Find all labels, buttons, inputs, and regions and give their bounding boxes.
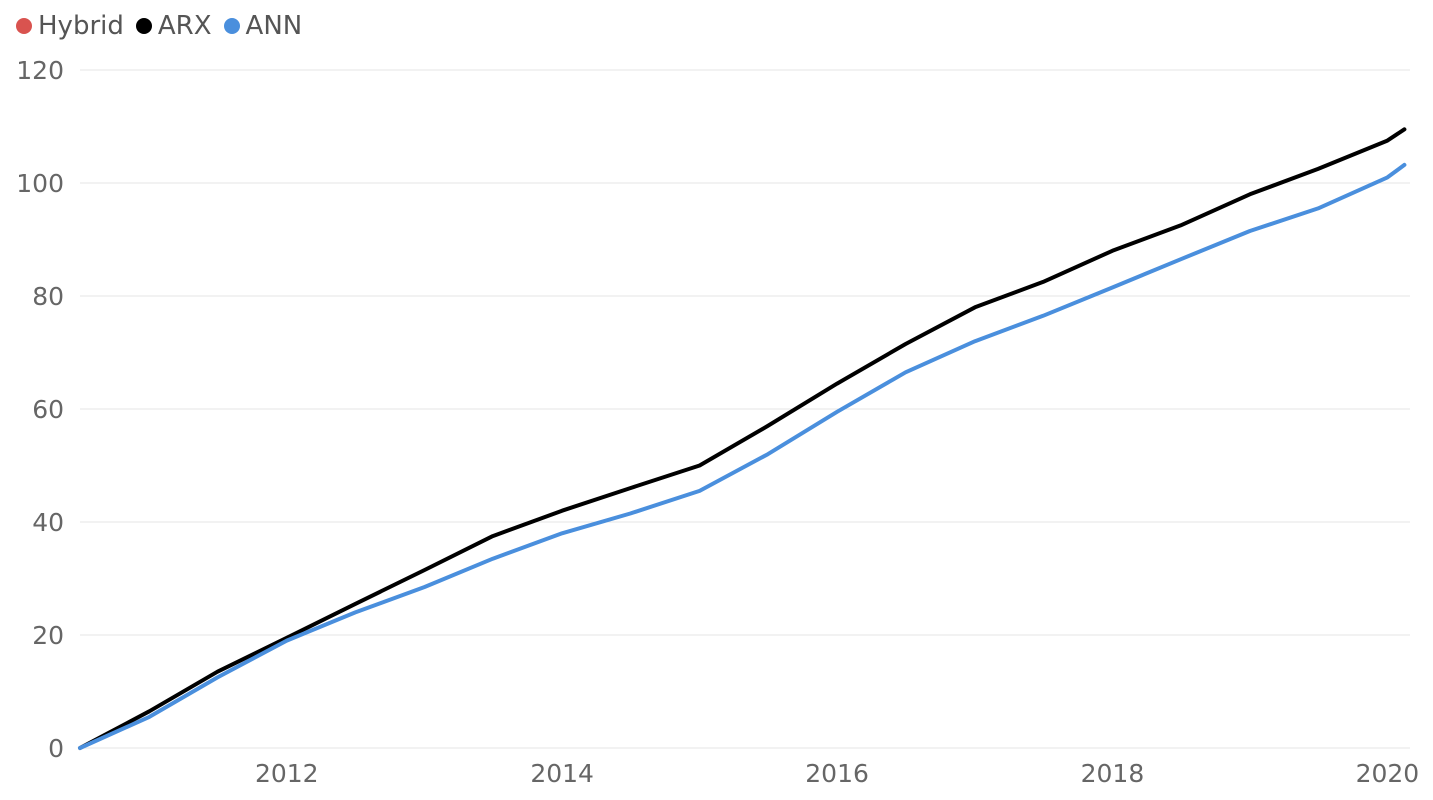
legend-label-ann: ANN [245,11,303,41]
y-tick-label-100: 100 [16,169,64,198]
legend-label-hybrid: Hybrid [38,11,124,41]
x-tick-label-2016: 2016 [805,759,869,788]
x-tick-label-2020: 2020 [1356,759,1420,788]
legend-item-arx[interactable]: ARX [135,11,212,41]
y-tick-label-40: 40 [32,508,64,537]
y-tick-label-0: 0 [48,734,64,763]
legend-item-hybrid[interactable]: Hybrid [16,11,124,41]
legend: Hybrid ARX ANN [16,8,302,44]
y-tick-label-60: 60 [32,395,64,424]
series-line-arx [78,127,1407,750]
x-tick-label-2014: 2014 [530,759,594,788]
y-tick-label-80: 80 [32,282,64,311]
legend-marker-hybrid [16,18,32,34]
legend-marker-ann [223,18,240,34]
legend-item-ann[interactable]: ANN [223,11,303,41]
legend-label-arx: ARX [157,11,212,41]
y-tick-label-20: 20 [32,621,64,650]
x-tick-label-2018: 2018 [1081,759,1145,788]
legend-marker-arx [135,18,152,34]
series-line-ann [78,162,1407,750]
x-tick-label-2012: 2012 [255,759,319,788]
y-tick-label-120: 120 [16,56,64,85]
